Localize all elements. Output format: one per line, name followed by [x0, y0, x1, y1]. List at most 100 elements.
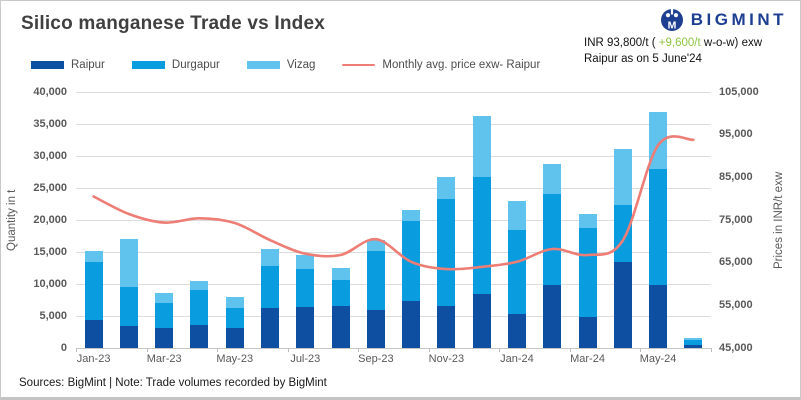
bar-segment-durgapur-feb-24 [543, 193, 562, 285]
bar-segment-durgapur-jan-23 [84, 262, 103, 320]
bar-segment-vizag-apr-23 [190, 281, 209, 291]
bar-segment-durgapur-mar-24 [578, 227, 597, 318]
bar-segment-vizag-jul-23 [296, 254, 315, 270]
bar-segment-durgapur-apr-23 [190, 290, 209, 325]
chart-title: Silico manganese Trade vs Index [21, 13, 325, 34]
bar-segment-raipur-oct-23 [402, 300, 421, 348]
gridline [76, 347, 711, 349]
x-tick-label: May-23 [216, 353, 254, 365]
source-note: Sources: BigMint | Note: Trade volumes r… [19, 377, 327, 389]
y-tick-label-right: 75,000 [719, 213, 753, 226]
svg-text:M: M [667, 20, 676, 32]
bar-segment-raipur-jan-23 [84, 319, 103, 348]
brand-name: BIGMINT [690, 10, 787, 29]
y-tick-label-left: 5,000 [39, 309, 67, 322]
bar-segment-vizag-dec-23 [472, 116, 491, 178]
bar-segment-durgapur-jun-23 [261, 266, 280, 309]
y-tick-label-left: 20,000 [33, 213, 67, 226]
bigmint-logo-icon: M [660, 8, 683, 32]
bar-segment-raipur-apr-24 [613, 262, 632, 348]
bar-segment-vizag-sep-23 [366, 239, 385, 251]
x-axis-tick [76, 348, 77, 352]
bar-segment-durgapur-sep-23 [366, 250, 385, 310]
legend-color-swatch [246, 61, 280, 69]
bar-segment-raipur-mar-23 [155, 328, 174, 348]
y-tick-label-left: 35,000 [33, 117, 67, 130]
gridline [76, 123, 711, 125]
y-tick-label-right: 65,000 [719, 256, 753, 269]
legend-line-swatch [342, 63, 376, 67]
right-axis-title: Prices in INR/t exw [773, 171, 785, 269]
bar-segment-raipur-mar-24 [578, 317, 597, 348]
bar-segment-vizag-mar-23 [155, 292, 174, 304]
bar-segment-raipur-jun-24 [684, 345, 703, 348]
y-tick-label-right: 55,000 [719, 298, 753, 311]
bar-segment-raipur-sep-23 [366, 309, 385, 348]
x-axis-tick [146, 348, 148, 352]
legend-label: Raipur [71, 59, 105, 71]
legend-item-monthly: Monthly avg. price exw- Raipur [342, 59, 540, 71]
legend-color-swatch [31, 61, 64, 69]
bar-segment-durgapur-aug-23 [331, 279, 350, 307]
bar-segment-durgapur-jun-24 [684, 340, 703, 346]
gridline [76, 187, 711, 189]
gridline [76, 91, 711, 93]
bar-segment-vizag-jun-23 [261, 249, 280, 267]
x-axis-tick [358, 348, 360, 352]
x-tick-label: Sep-23 [358, 353, 394, 365]
bar-segment-raipur-feb-24 [543, 284, 562, 348]
bar-segment-raipur-feb-23 [119, 326, 138, 348]
bar-segment-raipur-jul-23 [296, 307, 315, 348]
bar-segment-durgapur-may-24 [649, 169, 668, 286]
bar-segment-durgapur-nov-23 [437, 198, 456, 307]
bar-segment-vizag-jan-23 [84, 251, 103, 263]
bar-segment-vizag-apr-24 [613, 148, 632, 206]
bar-segment-durgapur-jan-24 [507, 229, 526, 315]
bar-segment-vizag-aug-23 [331, 268, 350, 280]
gridline [76, 283, 711, 285]
y-tick-label-left: 30,000 [33, 149, 67, 162]
x-axis-tick [287, 348, 289, 352]
bar-segment-vizag-jan-24 [507, 200, 526, 230]
bar-segment-raipur-apr-23 [190, 324, 209, 348]
price-annotation: INR 93,800/t ( +9,600/t w-o-w) exw Raipur… [584, 36, 796, 67]
gridline [76, 315, 711, 317]
legend-label: Monthly avg. price exw- Raipur [382, 59, 541, 71]
left-axis-title: Quantity in t [6, 189, 18, 251]
gridline [76, 251, 711, 253]
bar-segment-raipur-nov-23 [437, 306, 456, 348]
bar-segment-vizag-oct-23 [402, 210, 421, 222]
bar-segment-raipur-jan-24 [507, 314, 526, 348]
bar-segment-durgapur-mar-23 [155, 303, 174, 329]
x-tick-label: May-24 [639, 353, 677, 365]
legend-item-vizag: Vizag [246, 59, 316, 71]
legend-item-durgapur: Durgapur [131, 59, 220, 71]
x-axis-tick [499, 348, 501, 352]
y-tick-label-left: 0 [60, 341, 67, 354]
gridline [76, 219, 711, 221]
x-tick-label: Mar-23 [146, 353, 182, 365]
y-tick-label-left: 40,000 [33, 85, 67, 98]
price-suffix: w-o-w) exw [700, 37, 763, 49]
bar-segment-raipur-may-24 [649, 285, 668, 348]
bar-segment-vizag-feb-24 [543, 164, 562, 194]
bar-segment-raipur-dec-23 [472, 294, 491, 348]
bar-segment-raipur-jun-23 [261, 308, 280, 348]
bar-segment-vizag-may-23 [225, 297, 244, 308]
y-tick-label-right: 95,000 [719, 128, 753, 141]
x-axis-tick [711, 348, 712, 352]
price-line-layer [92, 135, 695, 271]
legend-label: Durgapur [171, 59, 220, 71]
x-axis-tick [217, 348, 219, 352]
y-tick-label-right: 45,000 [719, 341, 753, 354]
bar-segment-vizag-jun-24 [684, 338, 703, 341]
bar-segment-durgapur-feb-23 [119, 287, 138, 327]
y-tick-label-left: 15,000 [33, 245, 67, 258]
price-change-wow: +9,600/t [658, 37, 701, 49]
legend-label: Vizag [286, 59, 316, 71]
x-axis-tick [640, 348, 642, 352]
y-tick-label-left: 10,000 [33, 277, 67, 290]
y-tick-label-right: 85,000 [719, 170, 753, 183]
x-axis-tick [428, 348, 430, 352]
